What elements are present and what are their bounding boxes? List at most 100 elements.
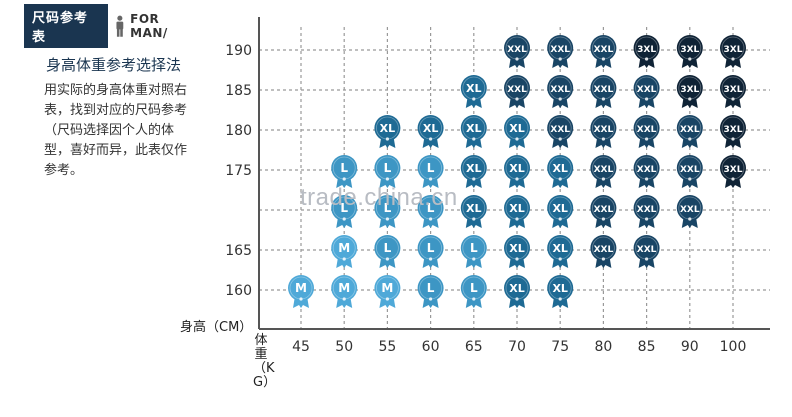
x-tick-label: 80 — [594, 339, 612, 355]
size-badge: XXL — [590, 195, 617, 228]
badge-dot — [515, 97, 519, 101]
badge-size-label: XL — [466, 162, 482, 175]
badge-dot — [558, 97, 562, 101]
badge-circle — [676, 115, 703, 141]
size-badge: 3XL — [720, 115, 746, 148]
badge-dot — [558, 177, 562, 181]
badge-size-label: M — [338, 281, 350, 295]
size-badge: XL — [504, 275, 530, 308]
size-badge: XXL — [590, 75, 617, 108]
badge-circle — [720, 75, 746, 101]
size-badge: L — [417, 275, 444, 308]
y-tick-label: 175 — [225, 163, 252, 179]
y-axis-title: 身高（CM） — [180, 319, 252, 335]
badge-size-label: XL — [466, 82, 482, 95]
badge-circle — [460, 275, 487, 301]
size-badge: 3XL — [720, 35, 746, 68]
brand-row: 尺码参考表 FOR MAN/ — [24, 4, 200, 48]
badge-circle — [590, 35, 617, 61]
badge-size-label: M — [338, 241, 350, 255]
size-badge: L — [374, 235, 401, 268]
badge-dot — [472, 97, 476, 101]
size-badge: XL — [547, 155, 574, 188]
y-tick-label: 185 — [225, 83, 252, 99]
badge-size-label: XXL — [550, 125, 570, 135]
badge-dot — [688, 57, 692, 61]
badge-circle — [720, 35, 746, 61]
badge-size-label: XXL — [550, 85, 570, 95]
badge-dot — [731, 97, 735, 101]
size-badge: L — [460, 235, 487, 268]
size-badge: XXL — [590, 155, 617, 188]
badge-circle — [374, 235, 401, 261]
badge-dot — [429, 177, 433, 181]
badge-dot — [731, 57, 735, 61]
badge-dot — [601, 57, 605, 61]
badge-dot — [429, 217, 433, 221]
badge-circle — [590, 155, 617, 181]
y-tick-label: 190 — [225, 43, 252, 59]
badge-dot — [601, 257, 605, 261]
badge-circle — [417, 115, 444, 141]
size-badge: L — [460, 275, 487, 308]
axes — [258, 17, 770, 330]
badge-dot — [515, 177, 519, 181]
badge-circle — [460, 195, 487, 221]
badge-size-label: L — [384, 241, 392, 255]
badge-circle — [547, 115, 574, 141]
badge-size-label: XXL — [637, 205, 657, 215]
size-badge: XXL — [590, 35, 617, 68]
badge-size-label: XXL — [507, 45, 527, 55]
size-badge: 3XL — [720, 155, 746, 188]
badge-dot — [472, 177, 476, 181]
size-badge: XL — [547, 235, 574, 268]
badge-dot — [645, 217, 649, 221]
badge-size-label: XL — [509, 242, 525, 255]
badge-dot — [645, 177, 649, 181]
badge-size-label: M — [295, 281, 307, 295]
badge-circle — [374, 115, 401, 141]
badge-circle — [590, 235, 617, 261]
size-badge: XL — [417, 115, 444, 148]
badge-size-label: L — [427, 281, 435, 295]
size-badge: XXL — [676, 155, 703, 188]
badge-size-label: L — [384, 161, 392, 175]
badge-circle — [633, 35, 660, 61]
size-badge: XL — [504, 235, 530, 268]
badge-dot — [429, 137, 433, 141]
badge-dot — [645, 57, 649, 61]
x-tick-label: 65 — [465, 339, 483, 355]
badge-dot — [472, 257, 476, 261]
badge-dot — [385, 217, 389, 221]
badge-dot — [342, 177, 346, 181]
badge-circle — [547, 155, 574, 181]
badge-size-label: XXL — [680, 205, 700, 215]
x-tick-label: 100 — [720, 339, 747, 355]
size-badge: XXL — [547, 115, 574, 148]
size-badge: 3XL — [676, 35, 703, 68]
badge-circle — [590, 115, 617, 141]
size-badge: L — [417, 235, 444, 268]
badge-circle — [504, 35, 530, 61]
size-badge: XXL — [633, 75, 660, 108]
badge-circle — [547, 275, 574, 301]
badge-circle — [633, 115, 660, 141]
x-tick-label: 60 — [422, 339, 440, 355]
badge-size-label: L — [384, 201, 392, 215]
badge-circle — [633, 155, 660, 181]
badge-size-label: XL — [466, 202, 482, 215]
badge-size-label: XXL — [594, 45, 614, 55]
x-axis-title: 体重（KG） — [253, 333, 277, 390]
badge-dot — [601, 217, 605, 221]
size-badge: XL — [460, 75, 487, 108]
badge-circle — [676, 75, 703, 101]
badge-circle — [460, 155, 487, 181]
size-badge: XL — [460, 155, 487, 188]
method-title: 身高体重参考选择法 — [46, 56, 182, 74]
badge-size-label: XXL — [637, 245, 657, 255]
badge-circle — [720, 155, 746, 181]
size-badge: XXL — [590, 115, 617, 148]
badge-dot — [429, 297, 433, 301]
badge-dot — [515, 297, 519, 301]
badge-size-label: L — [470, 281, 478, 295]
